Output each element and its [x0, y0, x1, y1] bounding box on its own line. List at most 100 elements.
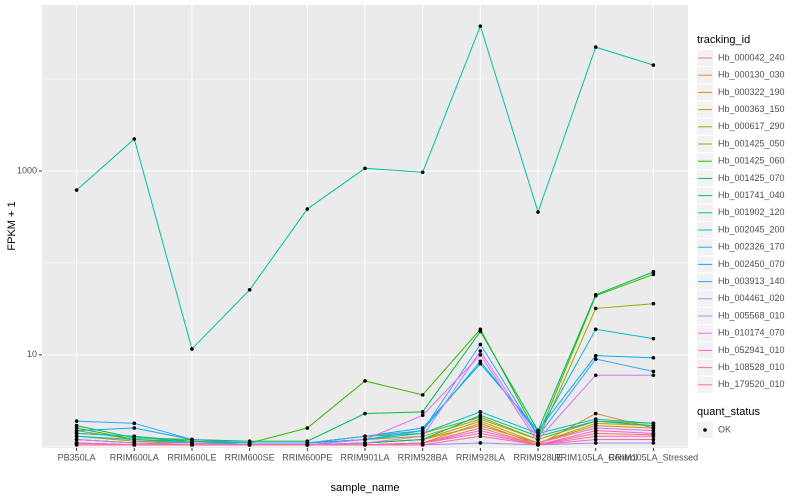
- data-point: [132, 137, 137, 141]
- data-point: [305, 443, 310, 447]
- data-point: [478, 329, 483, 334]
- data-point: [420, 413, 425, 418]
- data-point: [536, 210, 540, 214]
- data-point: [651, 270, 656, 274]
- data-point: [536, 428, 540, 433]
- data-point: [651, 373, 656, 378]
- data-point: [478, 361, 483, 366]
- legend-label: Hb_108528_010: [718, 362, 785, 372]
- data-point: [593, 426, 598, 430]
- data-point: [651, 369, 656, 374]
- data-point: [190, 443, 194, 447]
- data-point: [305, 207, 310, 211]
- legend-label: Hb_001741_040: [718, 190, 785, 200]
- data-point: [247, 443, 252, 447]
- data-point: [74, 428, 79, 433]
- legend-label: Hb_003913_140: [718, 276, 785, 286]
- data-point: [536, 434, 540, 439]
- x-tick-label: RRIM928BA: [398, 452, 448, 462]
- data-point: [247, 288, 252, 292]
- data-point: [478, 349, 483, 353]
- y-axis-title: FPKM + 1: [6, 201, 18, 250]
- data-point: [74, 437, 79, 442]
- legend-label: Hb_000363_150: [718, 104, 785, 114]
- data-point: [651, 441, 656, 445]
- legend-label: Hb_002450_070: [718, 259, 785, 269]
- data-point: [420, 426, 425, 430]
- x-tick-label: RRIM928LE: [514, 452, 563, 462]
- data-point: [536, 437, 540, 442]
- x-tick-label: RRIM600LA: [110, 452, 159, 462]
- legend-swatch: [703, 428, 707, 432]
- x-tick-label: RRIM901LA: [340, 452, 389, 462]
- data-point: [651, 355, 656, 360]
- data-point: [651, 421, 656, 426]
- legend-label: Hb_000042_240: [718, 52, 785, 62]
- data-point: [651, 336, 656, 341]
- data-point: [363, 437, 367, 442]
- legend-label: Hb_004461_020: [718, 293, 785, 303]
- legend-label: Hb_000130_030: [718, 70, 785, 80]
- legend-label: Hb_000617_290: [718, 121, 785, 131]
- data-point: [478, 431, 483, 436]
- data-point: [74, 188, 79, 192]
- legend-label: Hb_001902_120: [718, 207, 785, 217]
- data-point: [132, 434, 137, 439]
- data-point: [478, 342, 483, 347]
- data-point: [593, 437, 598, 442]
- data-point: [132, 437, 137, 442]
- data-point: [593, 353, 598, 358]
- data-point: [536, 443, 540, 447]
- legend-label: Hb_179520_010: [718, 379, 785, 389]
- data-point: [593, 306, 598, 311]
- data-point: [363, 379, 367, 383]
- data-point: [132, 426, 137, 430]
- data-point: [593, 293, 598, 297]
- data-point: [420, 393, 425, 397]
- data-point: [74, 419, 79, 423]
- legend-title: tracking_id: [697, 34, 750, 46]
- data-point: [651, 434, 656, 439]
- data-point: [363, 434, 367, 439]
- data-point: [478, 413, 483, 418]
- data-point: [536, 431, 540, 436]
- data-point: [420, 428, 425, 433]
- y-tick-label: 1000: [17, 165, 37, 175]
- data-point: [651, 63, 656, 67]
- legend-label: OK: [718, 424, 731, 434]
- x-axis-title: sample_name: [330, 482, 399, 494]
- data-point: [593, 428, 598, 433]
- legend-label: Hb_000322_190: [718, 87, 785, 97]
- data-point: [420, 443, 425, 447]
- data-point: [478, 353, 483, 357]
- legend-label: Hb_001425_050: [718, 138, 785, 148]
- data-point: [593, 431, 598, 436]
- data-point: [478, 428, 483, 433]
- x-tick-label: RRIM928LA: [456, 452, 505, 462]
- data-point: [593, 45, 598, 49]
- data-point: [651, 301, 656, 306]
- data-point: [74, 423, 79, 428]
- data-point: [363, 166, 367, 171]
- x-tick-label: PB350LA: [58, 452, 96, 462]
- data-point: [478, 434, 483, 439]
- data-point: [363, 411, 367, 416]
- data-point: [593, 357, 598, 361]
- legend-title: quant_status: [697, 406, 760, 418]
- data-point: [190, 347, 194, 351]
- data-point: [478, 24, 483, 28]
- data-point: [74, 443, 79, 447]
- data-point: [651, 272, 656, 277]
- data-point: [420, 431, 425, 436]
- y-tick-label: 10: [27, 349, 37, 359]
- x-tick-label: RRIM600PE: [282, 452, 332, 462]
- data-point: [651, 431, 656, 436]
- x-tick-label: RRIM105LA_Control: [554, 452, 637, 462]
- data-point: [478, 423, 483, 428]
- data-point: [74, 431, 79, 436]
- data-point: [593, 434, 598, 439]
- data-point: [420, 410, 425, 414]
- legend-label: Hb_002326_170: [718, 242, 785, 252]
- data-point: [593, 417, 598, 421]
- x-tick-label: RRIM600LE: [167, 452, 216, 462]
